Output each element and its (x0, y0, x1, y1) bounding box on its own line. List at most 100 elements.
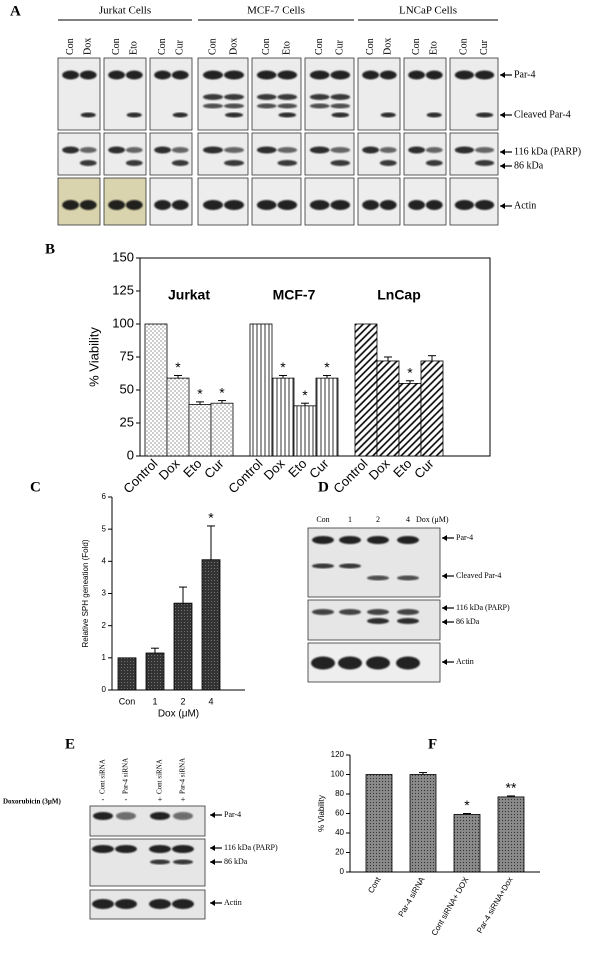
band (171, 200, 189, 210)
band (154, 200, 172, 210)
panel-letter: E (65, 736, 75, 752)
blot-panel (57, 132, 101, 176)
band (277, 70, 298, 80)
blot-panel (403, 57, 447, 131)
band (312, 609, 334, 615)
band (116, 812, 136, 820)
bar (365, 774, 393, 873)
y-tick-label: 100 (331, 770, 345, 779)
band (367, 536, 389, 544)
y-tick-label: 20 (335, 848, 344, 857)
y-axis-label: % Viability (86, 327, 101, 387)
band (475, 112, 494, 118)
band (339, 609, 361, 615)
band (277, 147, 298, 153)
blot-panel (449, 57, 499, 131)
blot-panel (357, 132, 401, 176)
lane-label: Par-4 siRNA (179, 758, 187, 794)
y-tick-label: 2 (102, 621, 107, 630)
band (108, 200, 125, 210)
band (225, 112, 243, 118)
band (203, 70, 223, 80)
band (379, 160, 397, 166)
band (309, 70, 330, 80)
band (108, 70, 125, 80)
marker-arrowhead (442, 573, 447, 579)
bar (210, 402, 234, 457)
lane-label: Con (157, 38, 168, 55)
band (277, 94, 298, 100)
band (339, 563, 361, 569)
band (79, 200, 97, 210)
blot-panel (197, 57, 249, 131)
significance-mark: * (197, 386, 203, 402)
lane-label: Dox (228, 38, 239, 55)
bar (173, 602, 193, 691)
band (330, 147, 351, 153)
bar (249, 323, 273, 457)
band (92, 899, 114, 909)
lane-label: Con (316, 515, 329, 524)
band (330, 200, 351, 210)
lane-label: Con (65, 38, 76, 55)
bar (354, 323, 378, 457)
band (171, 160, 189, 166)
significance-mark: * (219, 384, 225, 400)
band (425, 200, 443, 210)
blot-panel (57, 57, 101, 131)
significance-mark: ** (506, 780, 517, 796)
y-tick-label: 0 (102, 685, 107, 694)
band (454, 70, 474, 80)
band (115, 845, 137, 853)
bar (453, 814, 481, 873)
marker-arrowhead (500, 72, 505, 78)
band (224, 147, 244, 153)
band (224, 70, 244, 80)
band (125, 160, 143, 166)
y-tick-label: 1 (102, 653, 107, 662)
band (379, 147, 397, 153)
band (277, 200, 298, 210)
lane-label: Con (261, 38, 272, 55)
marker-label: Actin (456, 657, 474, 666)
lane-label: Con (365, 38, 376, 55)
bar (497, 796, 525, 873)
lane-label: Par-4 siRNA (122, 758, 130, 794)
band (362, 70, 379, 80)
lane-label: 2 (376, 515, 380, 524)
treatment-sign: - (125, 795, 128, 804)
band (408, 146, 425, 154)
band (172, 899, 194, 909)
band (150, 812, 170, 820)
lane-label: Con (111, 38, 122, 55)
lane-label: Eto (429, 41, 440, 55)
bar (271, 377, 295, 457)
band (454, 200, 474, 210)
y-tick-label: 80 (335, 789, 344, 798)
band (474, 147, 495, 153)
band (339, 536, 361, 544)
band (397, 575, 419, 581)
band (108, 146, 125, 154)
lane-label: Dox (83, 38, 94, 55)
marker-arrowhead (442, 659, 447, 665)
treatment-label: Doxorubicin (3μM) (3, 798, 61, 806)
band (309, 94, 330, 100)
bar (315, 377, 339, 457)
lane-label: Cont siRNA (99, 759, 107, 794)
lane-label: Cur (175, 39, 186, 55)
y-tick-label: 3 (102, 589, 107, 598)
band (362, 146, 379, 154)
panel-letter: F (428, 736, 437, 752)
band (126, 112, 142, 118)
significance-mark: * (175, 359, 181, 375)
marker-label: Par-4 (224, 810, 241, 819)
lane-label: Cur (335, 39, 346, 55)
band (125, 200, 143, 210)
band (62, 146, 79, 154)
band (173, 812, 193, 820)
band (62, 200, 79, 210)
blot-panel (251, 57, 302, 131)
bar (166, 377, 190, 457)
